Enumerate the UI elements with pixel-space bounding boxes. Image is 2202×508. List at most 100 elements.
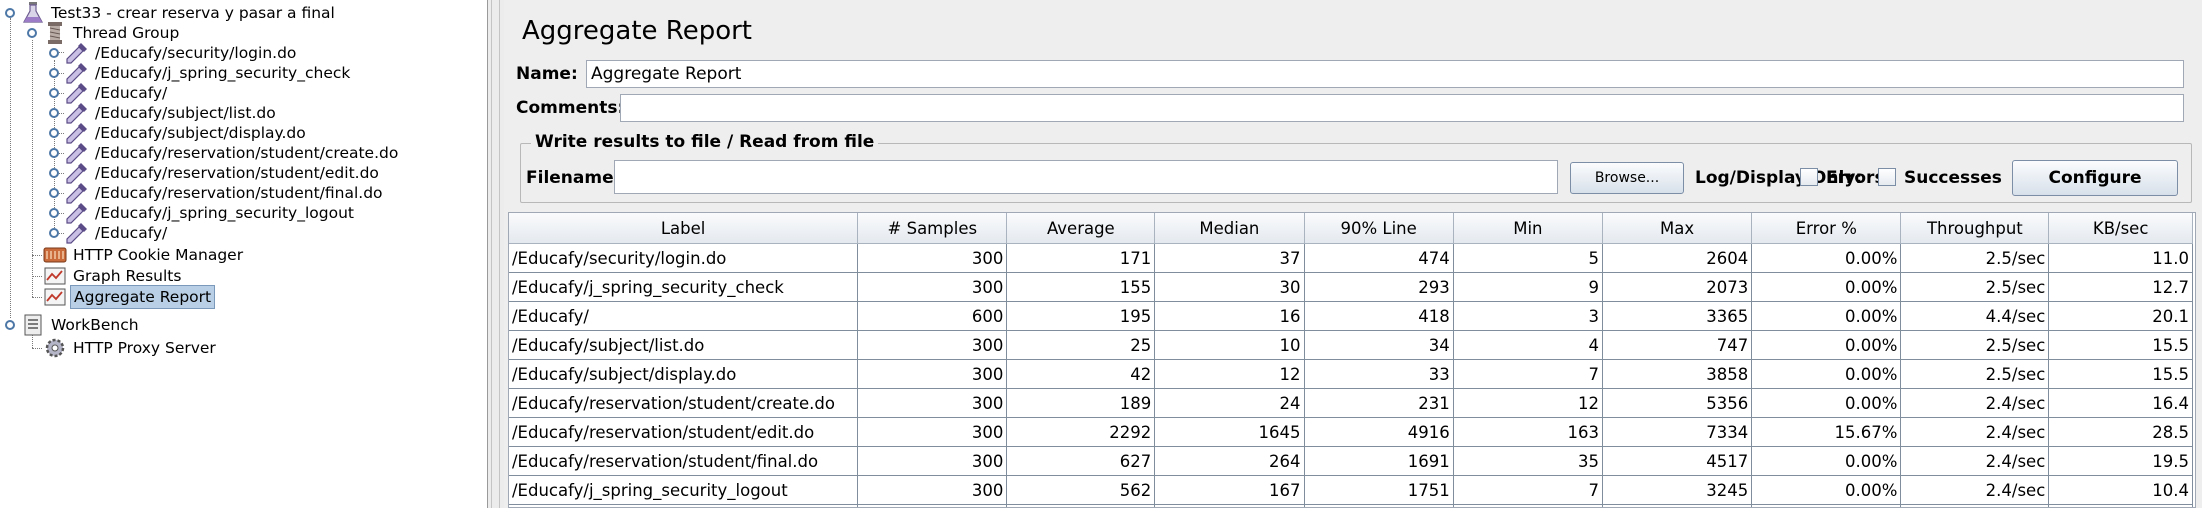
table-cell-value: 12 (1154, 359, 1305, 389)
table-cell-value: 474 (1304, 243, 1454, 273)
table-cell-value: 5356 (1602, 388, 1753, 418)
table-cell-value: 25 (1006, 330, 1156, 360)
column-header[interactable]: Max (1602, 213, 1753, 244)
expand-handle[interactable] (49, 108, 59, 118)
table-row[interactable]: /Educafy/reservation/student/create.do 30… (509, 388, 2193, 418)
configure-button[interactable]: Configure (2012, 160, 2178, 196)
table-cell-value: 0.00% (1751, 272, 1902, 302)
table-cell-value: 171 (1006, 243, 1156, 273)
pipette-icon (64, 140, 90, 166)
graph-listener-icon (42, 263, 68, 289)
tree-node-sampler[interactable]: /Educafy/ (64, 80, 170, 106)
errors-label: Errors (1826, 168, 1885, 188)
table-cell-value: 9 (1453, 272, 1603, 302)
tree-node-sampler[interactable]: /Educafy/j_spring_security_check (64, 60, 353, 86)
tree-node-sampler[interactable]: /Educafy/subject/list.do (64, 100, 279, 126)
table-cell-value: 1645 (1154, 417, 1305, 447)
table-cell-value: 0.00% (1751, 243, 1902, 273)
tree-connector (54, 193, 64, 194)
filename-input[interactable] (614, 160, 1558, 194)
pipette-icon (64, 60, 90, 86)
column-header[interactable]: 90% Line (1304, 213, 1454, 244)
tree-node-proxy-server[interactable]: HTTP Proxy Server (42, 335, 219, 361)
table-row[interactable]: /Educafy/reservation/student/edit.do 300 2… (509, 417, 2193, 447)
table-cell-value: 264 (1154, 446, 1305, 476)
test-plan-tree[interactable]: Test33 - crear reserva y pasar a final T… (0, 0, 488, 508)
table-row[interactable]: /Educafy/reservation/student/final.do 300… (509, 446, 2193, 476)
gear-icon (42, 335, 68, 361)
expand-handle[interactable] (49, 48, 59, 58)
tree-node-sampler[interactable]: /Educafy/reservation/student/edit.do (64, 160, 382, 186)
name-field[interactable] (586, 60, 2184, 88)
tree-node-label: HTTP Proxy Server (73, 339, 216, 357)
errors-checkbox[interactable] (1800, 168, 1818, 186)
table-cell-value: 1481 (1304, 504, 1454, 507)
table-row[interactable]: /Educafy/600 195 16 418 3 3365 0.00% 4.4/sec 20.… (509, 301, 2193, 331)
tree-node-graph-results[interactable]: Graph Results (42, 263, 184, 289)
column-header[interactable]: Average (1006, 213, 1156, 244)
tree-node-test-plan[interactable]: Test33 - crear reserva y pasar a final (20, 0, 338, 26)
table-row[interactable]: /Educafy/security/login.do 300 171 37 474 5 26… (509, 243, 2193, 273)
column-header[interactable]: Median (1154, 213, 1305, 244)
expand-handle[interactable] (5, 8, 15, 18)
expand-handle[interactable] (5, 320, 15, 330)
tree-node-label: Graph Results (73, 267, 182, 285)
column-header[interactable]: KB/sec (2048, 213, 2193, 244)
table-row[interactable]: /Educafy/subject/list.do 300 25 10 34 4 747 0.0… (509, 330, 2193, 360)
tree-connector (54, 113, 64, 114)
column-header[interactable]: Label (509, 213, 859, 244)
tree-node-thread-group[interactable]: Thread Group (42, 20, 182, 46)
column-header[interactable]: Min (1453, 213, 1603, 244)
table-cell-value: 231 (1304, 388, 1454, 418)
expand-handle[interactable] (49, 208, 59, 218)
column-header[interactable]: # Samples (857, 213, 1008, 244)
browse-button[interactable]: Browse... (1570, 162, 1684, 194)
tree-node-label: /Educafy/reservation/student/edit.do (95, 164, 379, 182)
tree-node-label: /Educafy/reservation/student/final.do (95, 184, 383, 202)
table-cell-value: 34 (1304, 330, 1454, 360)
expand-handle[interactable] (49, 188, 59, 198)
tree-node-sampler[interactable]: /Educafy/security/login.do (64, 40, 299, 66)
expand-handle[interactable] (49, 88, 59, 98)
column-header[interactable]: Throughput (1900, 213, 2050, 244)
spool-icon (42, 20, 68, 46)
tree-node-sampler[interactable]: /Educafy/ (64, 220, 170, 246)
cookie-icon (42, 242, 68, 268)
tree-node-sampler[interactable]: /Educafy/reservation/student/final.do (64, 180, 386, 206)
tree-connector (32, 334, 33, 348)
tree-node-workbench[interactable]: WorkBench (20, 312, 142, 338)
column-header[interactable]: Error % (1751, 213, 1902, 244)
tree-node-sampler[interactable]: /Educafy/j_spring_security_logout (64, 200, 357, 226)
tree-node-aggregate-report[interactable]: Aggregate Report (42, 284, 216, 310)
split-pane-divider[interactable] (488, 0, 504, 508)
expand-handle[interactable] (49, 128, 59, 138)
table-row[interactable]: /Educafy/j_spring_security_logout 300 562 1… (509, 475, 2193, 505)
comments-field[interactable] (620, 94, 2184, 122)
expand-handle[interactable] (49, 228, 59, 238)
table-cell-value: 4517 (1602, 446, 1753, 476)
table-cell-value: 300 (857, 243, 1008, 273)
tree-node-sampler[interactable]: /Educafy/subject/display.do (64, 120, 309, 146)
table-row[interactable]: /Educafy/subject/display.do 300 42 12 33 7 385… (509, 359, 2193, 389)
table-cell-value: 36 (1154, 504, 1305, 507)
table-cell-value: 300 (857, 446, 1008, 476)
table-row[interactable]: /Educafy/j_spring_security_check 300 155 30… (509, 272, 2193, 302)
tree-node-sampler[interactable]: /Educafy/reservation/student/create.do (64, 140, 401, 166)
table-cell-value: 0.00% (1751, 446, 1902, 476)
expand-handle[interactable] (27, 28, 37, 38)
aggregate-table[interactable]: Label # Samples Average Median 90% Line … (508, 212, 2196, 508)
table-cell-value: 300 (857, 475, 1008, 505)
expand-handle[interactable] (49, 168, 59, 178)
table-cell-value: 3245 (1602, 475, 1753, 505)
tree-connector (54, 173, 64, 174)
tree-node-cookie-manager[interactable]: HTTP Cookie Manager (42, 242, 246, 268)
table-cell-value: 167 (1154, 475, 1305, 505)
expand-handle[interactable] (49, 148, 59, 158)
table-cell-value: 2.4/sec (1900, 417, 2050, 447)
expand-handle[interactable] (49, 68, 59, 78)
successes-checkbox[interactable] (1878, 168, 1896, 186)
table-cell-value: 19.5 (2048, 446, 2193, 476)
table-row[interactable]: TOTAL3000445361481373341.57%22.1/sec138.… (509, 504, 2193, 507)
page-title: Aggregate Report (522, 16, 752, 46)
table-cell-value: 0.00% (1751, 330, 1902, 360)
